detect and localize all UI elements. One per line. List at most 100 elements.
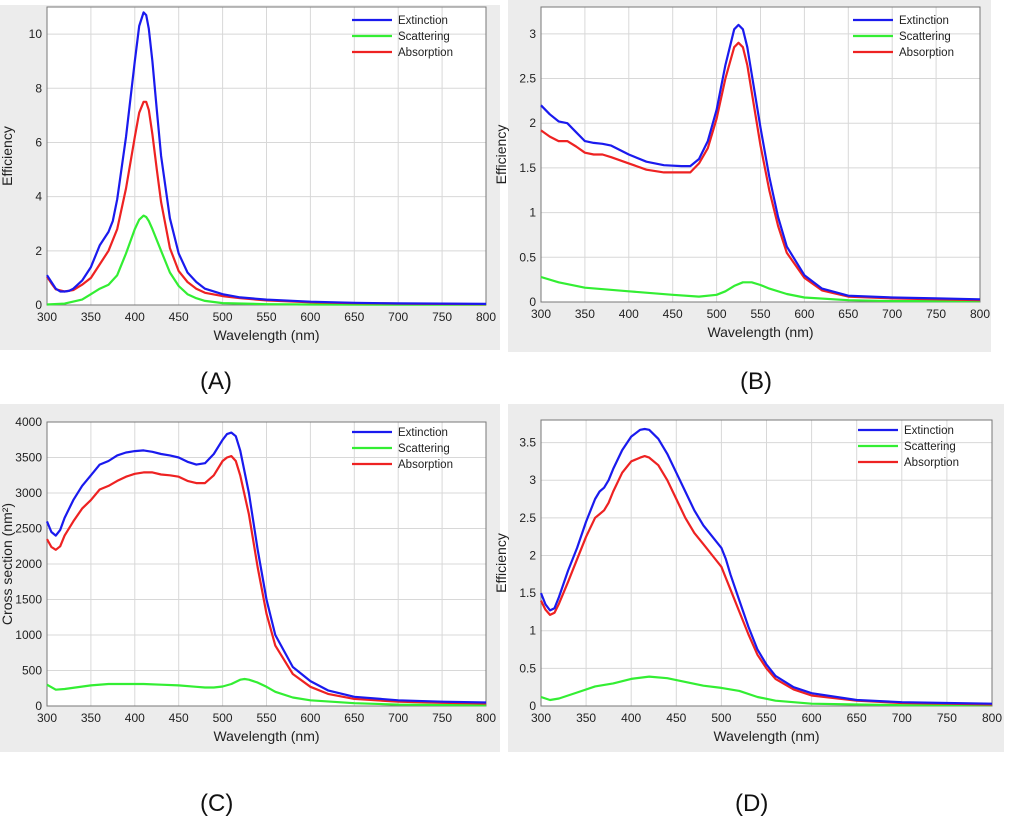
series-line-absorption (540, 455, 993, 706)
x-tick-label: 450 (666, 711, 686, 725)
legend-label-absorption: Absorption (904, 457, 959, 469)
x-tick-label: 750 (937, 711, 957, 725)
y-tick-label: 3 (529, 27, 536, 41)
x-axis-label: Wavelength (nm) (213, 327, 319, 343)
series-line-extinction (539, 427, 993, 705)
x-tick-label: 600 (794, 307, 814, 321)
x-tick-label: 400 (621, 711, 641, 725)
chart-c-group: 300 350 400 450 500 550 600 650 700 750 800 0 500 100… (0, 415, 496, 744)
x-tick-label: 800 (476, 310, 496, 324)
plot-border-d (540, 419, 993, 707)
y-tick-label: 1.5 (519, 161, 536, 175)
legend-label-absorption: Absorption (899, 47, 954, 59)
y-tick-label: 6 (35, 135, 42, 149)
caption-c: (C) (200, 790, 234, 817)
y-tick-label: 2 (35, 244, 42, 258)
y-tick-label: 1 (529, 206, 536, 220)
series-line-scattering (46, 214, 486, 306)
x-tick-label: 750 (432, 711, 452, 725)
series-line-scattering (540, 275, 980, 303)
y-tick-label: 1000 (15, 628, 42, 642)
y-tick-label: 3 (529, 473, 536, 487)
x-tick-label: 400 (619, 307, 639, 321)
x-tick-label: 300 (37, 310, 57, 324)
chart-b-group: 300 350 400 450 500 550 600 650 700 750 800 0 0.5 1 1.… (493, 6, 990, 340)
x-tick-label: 800 (476, 711, 496, 725)
x-axis-label: Wavelength (nm) (713, 728, 819, 744)
x-tick-label: 500 (213, 310, 233, 324)
y-tick-label: 2.5 (519, 72, 536, 86)
x-tick-label: 400 (125, 711, 145, 725)
x-tick-label: 350 (575, 307, 595, 321)
x-tick-label: 600 (300, 310, 320, 324)
x-tick-label: 500 (707, 307, 727, 321)
series-line-extinction (540, 23, 981, 301)
y-tick-label: 3500 (15, 451, 42, 465)
y-axis-label: Efficiency (493, 125, 509, 185)
x-tick-label: 350 (576, 711, 596, 725)
y-tick-label: 0.5 (519, 661, 536, 675)
y-axis-label: Cross section (nm²) (0, 503, 15, 625)
y-tick-label: 3.5 (519, 436, 536, 450)
x-tick-label: 550 (256, 711, 276, 725)
legend-label-extinction: Extinction (904, 425, 954, 437)
legend-label-absorption: Absorption (398, 459, 453, 471)
x-tick-label: 350 (81, 310, 101, 324)
y-axis-label: Efficiency (0, 126, 15, 186)
chart-a-group: 300 350 400 450 500 550 600 650 700 750 800 0 2 4 6 8 10… (0, 6, 496, 343)
x-tick-label: 450 (169, 711, 189, 725)
y-tick-label: 2000 (15, 557, 42, 571)
x-tick-label: 600 (802, 711, 822, 725)
caption-a: (A) (200, 368, 232, 395)
y-tick-label: 1.5 (519, 586, 536, 600)
x-tick-label: 700 (892, 711, 912, 725)
legend-label-scattering: Scattering (398, 31, 450, 43)
caption-b: (B) (740, 368, 772, 395)
plot-border-c (46, 421, 487, 707)
y-tick-label: 0 (35, 298, 42, 312)
legend-label-extinction: Extinction (398, 15, 448, 27)
legend-label-scattering: Scattering (904, 441, 956, 453)
x-tick-label: 450 (169, 310, 189, 324)
y-tick-label: 0.5 (519, 250, 536, 264)
y-tick-label: 10 (29, 27, 43, 41)
y-tick-label: 3000 (15, 486, 42, 500)
y-tick-label: 0 (529, 295, 536, 309)
x-tick-label: 550 (750, 307, 770, 321)
y-tick-label: 500 (22, 664, 42, 678)
x-tick-label: 650 (344, 711, 364, 725)
series-line-absorption (46, 455, 487, 705)
x-tick-label: 500 (711, 711, 731, 725)
y-axis-label: Efficiency (493, 533, 509, 593)
caption-d: (D) (735, 790, 769, 817)
x-tick-label: 750 (926, 307, 946, 321)
plot-border-b (540, 6, 981, 303)
series-line-absorption (540, 41, 981, 302)
x-tick-label: 700 (882, 307, 902, 321)
x-tick-label: 650 (847, 711, 867, 725)
y-tick-label: 0 (35, 699, 42, 713)
x-tick-label: 550 (756, 711, 776, 725)
legend-label-scattering: Scattering (899, 31, 951, 43)
x-tick-label: 750 (432, 310, 452, 324)
y-tick-label: 0 (529, 699, 536, 713)
x-tick-label: 550 (256, 310, 276, 324)
x-tick-label: 350 (81, 711, 101, 725)
x-tick-label: 300 (531, 307, 551, 321)
y-tick-label: 2 (529, 116, 536, 130)
y-tick-label: 2 (529, 548, 536, 562)
x-axis-label: Wavelength (nm) (707, 324, 813, 340)
y-tick-label: 1500 (15, 593, 42, 607)
series-line-extinction (46, 11, 487, 305)
x-tick-label: 300 (37, 711, 57, 725)
legend-label-absorption: Absorption (398, 47, 453, 59)
legend-label-extinction: Extinction (398, 427, 448, 439)
chart-d-group: 300 350 400 450 500 550 600 650 700 750 800 0 0.5 1 1.… (493, 419, 1002, 744)
x-tick-label: 700 (388, 711, 408, 725)
x-tick-label: 700 (388, 310, 408, 324)
y-tick-label: 2500 (15, 522, 42, 536)
x-tick-label: 600 (300, 711, 320, 725)
y-tick-label: 4 (35, 190, 42, 204)
x-tick-label: 300 (531, 711, 551, 725)
x-tick-label: 800 (982, 711, 1002, 725)
